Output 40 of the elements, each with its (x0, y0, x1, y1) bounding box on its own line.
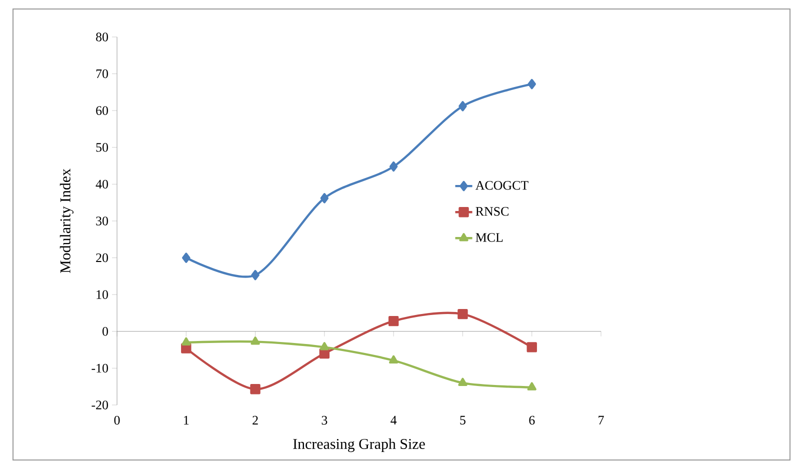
y-tick-label: 60 (96, 106, 108, 115)
point (458, 308, 468, 320)
point (528, 78, 536, 90)
point (320, 342, 329, 350)
x-tick-label: 2 (252, 416, 258, 424)
legend-label: ACOGCT (475, 181, 528, 190)
point (251, 270, 260, 280)
point (527, 382, 536, 390)
point (320, 193, 329, 204)
y-tick-label: -10 (92, 364, 108, 373)
x-tick-label: 3 (322, 416, 328, 425)
point (389, 355, 398, 364)
legend-label: MCL (476, 233, 503, 242)
x-tick-label: 0 (114, 416, 120, 425)
y-tick-label: 0 (102, 327, 108, 336)
point (250, 384, 260, 394)
point (388, 316, 399, 326)
y-tick-label: 30 (96, 216, 108, 226)
y-axis-title: Modularity Index (60, 168, 74, 274)
x-tick-label: 1 (184, 416, 189, 424)
point (389, 161, 398, 172)
legend-label: RNSC (476, 207, 508, 216)
point (182, 337, 191, 346)
y-tick-label: 20 (96, 253, 108, 262)
x-axis-title: Increasing Graph Size (293, 438, 425, 452)
point (458, 378, 468, 386)
y-tick-label: 80 (96, 32, 108, 42)
x-tick-label: 4 (390, 416, 397, 424)
y-tick-label: 70 (96, 69, 108, 78)
point (182, 252, 190, 263)
x-tick-label: 7 (598, 416, 604, 424)
point (526, 342, 537, 352)
y-tick-label: -20 (92, 400, 108, 410)
y-tick-label: 40 (96, 180, 108, 189)
x-tick-label: 6 (529, 416, 535, 425)
x-tick-label: 5 (460, 416, 466, 425)
point (458, 101, 467, 112)
y-tick-label: 10 (96, 290, 108, 299)
point (250, 336, 260, 345)
y-tick-label: 50 (96, 143, 108, 152)
